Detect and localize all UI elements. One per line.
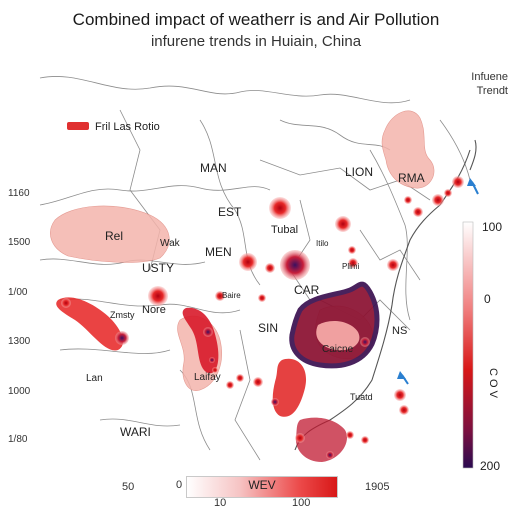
hotspot <box>239 253 257 271</box>
hotspot <box>346 431 354 439</box>
place-label: NS <box>392 325 407 337</box>
band-northwest <box>56 297 124 351</box>
hotspot <box>394 389 406 401</box>
band-south <box>272 358 307 417</box>
place-label: Itilo <box>316 239 329 248</box>
place-label: Tuatd <box>350 392 373 402</box>
band-southeast <box>295 417 348 462</box>
bottom-scale-zero: 0 <box>176 479 183 491</box>
place-label: Rel <box>105 229 123 243</box>
place-label: SIN <box>258 321 278 335</box>
colorbar-middle-label: 0 <box>484 292 491 306</box>
left-axis-label: 1/80 <box>8 434 28 445</box>
hotspot <box>61 298 71 308</box>
place-label: Tubal <box>271 224 298 236</box>
hotspot <box>115 331 129 345</box>
place-label: EST <box>218 205 242 219</box>
hotspot <box>253 377 263 387</box>
trend-label-line-2: Trendt <box>476 85 508 97</box>
hotspot <box>335 216 351 232</box>
hotspot <box>269 197 291 219</box>
place-label: Wak <box>160 238 181 249</box>
arrow-east-head <box>397 371 406 379</box>
bottom-scale-tick: 10 <box>214 497 227 509</box>
hotspot <box>265 263 275 273</box>
trend-arrows <box>397 178 479 385</box>
hotspot <box>226 381 234 389</box>
trend-label: Infuene Trendt <box>471 70 508 98</box>
bottom-scale-year: 1905 <box>365 481 390 493</box>
colorbar-side-label: C O V <box>487 368 499 399</box>
bottom-left-number: 50 <box>122 481 135 493</box>
influence-zones <box>50 110 435 391</box>
hotspot <box>212 367 218 373</box>
hotspot <box>452 176 464 188</box>
hotspot <box>348 246 356 254</box>
bottom-scale-tick: 100 <box>292 497 311 509</box>
hotspot <box>326 451 334 459</box>
hotspot <box>236 374 244 382</box>
hotspot <box>280 250 310 280</box>
hotspot <box>258 294 266 302</box>
place-label: Lan <box>86 373 103 384</box>
hotspot <box>148 286 168 306</box>
place-label: CAR <box>294 283 320 297</box>
hotspot <box>203 327 213 337</box>
place-label: WARI <box>120 425 151 439</box>
place-label: Plimi <box>342 262 360 271</box>
hotspot <box>209 357 215 363</box>
map-subtitle: infurene trends in Huiain, China <box>150 33 362 50</box>
pollution-bands <box>56 281 380 462</box>
place-label: Baire <box>222 291 241 300</box>
hotspot <box>404 196 412 204</box>
hotspot <box>215 291 225 301</box>
left-axis-label: 1/00 <box>8 287 28 298</box>
place-label: RMA <box>398 171 425 185</box>
colorbar-bottom-label: 200 <box>480 459 500 473</box>
hotspot <box>399 405 409 415</box>
place-label: Laifay <box>194 372 221 383</box>
left-axis-label: 1300 <box>8 336 31 347</box>
hotspot <box>271 398 279 406</box>
hotspot-dots <box>61 176 464 459</box>
place-label: Caicne <box>322 344 354 355</box>
hotspot <box>413 207 423 217</box>
place-label: Zmsty <box>110 310 135 320</box>
hotspot <box>387 259 399 271</box>
place-labels: MAN LION RMA EST Tubal Rel Wak MEN USTY … <box>86 161 425 439</box>
hotspot <box>444 189 452 197</box>
hotspot <box>361 436 369 444</box>
trend-label-line-1: Infuene <box>471 71 508 83</box>
hotspot <box>432 194 444 206</box>
legend-label: Fril Las Rotio <box>95 121 160 133</box>
map-title: Combined impact of weatherr is and Air P… <box>72 10 440 29</box>
place-label: USTY <box>142 261 174 275</box>
place-label: MAN <box>200 161 227 175</box>
bottom-scale-bar: WEV <box>186 476 338 498</box>
left-axis-label: 1500 <box>8 237 31 248</box>
legend-swatch <box>67 122 89 130</box>
hotspot <box>360 337 370 347</box>
place-label: LION <box>345 165 373 179</box>
hotspot <box>295 433 305 443</box>
band-center-core <box>316 320 360 351</box>
place-label: MEN <box>205 245 232 259</box>
arrow-northeast-head <box>467 178 476 186</box>
hotspot <box>348 258 358 268</box>
colorbar <box>462 221 474 469</box>
colorbar-top-label: 100 <box>482 220 502 234</box>
bottom-scale-center-label: WEV <box>248 478 276 492</box>
left-axis-label: 1160 <box>8 188 30 199</box>
left-axis-label: 1000 <box>8 386 31 397</box>
band-central-west <box>182 307 219 374</box>
place-label: Nore <box>142 304 166 316</box>
